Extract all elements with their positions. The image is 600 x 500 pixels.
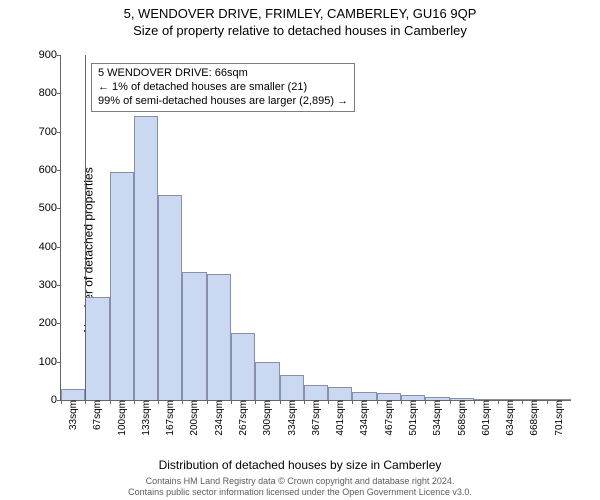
histogram-bar — [352, 392, 376, 400]
plot-area: 010020030040050060070080090033sqm67sqm10… — [60, 55, 571, 401]
x-tick-mark — [328, 400, 329, 404]
x-tick-label: 133sqm — [137, 400, 152, 436]
histogram-bar — [85, 297, 109, 401]
histogram-bar — [377, 393, 401, 400]
x-tick-label: 267sqm — [234, 400, 249, 436]
y-tick-mark — [57, 132, 61, 133]
annotation-box: 5 WENDOVER DRIVE: 66sqm← 1% of detached … — [91, 63, 355, 112]
y-tick-mark — [57, 208, 61, 209]
x-tick-label: 401sqm — [331, 400, 346, 436]
y-tick-mark — [57, 285, 61, 286]
histogram-bar — [182, 272, 206, 400]
x-tick-mark — [255, 400, 256, 404]
x-tick-label: 668sqm — [525, 400, 540, 436]
x-tick-mark — [377, 400, 378, 404]
marker-line — [85, 55, 86, 400]
x-tick-label: 568sqm — [453, 400, 468, 436]
histogram-bar — [110, 172, 134, 400]
x-tick-label: 634sqm — [501, 400, 516, 436]
x-tick-label: 167sqm — [161, 400, 176, 436]
x-tick-mark — [304, 400, 305, 404]
x-tick-mark — [231, 400, 232, 404]
x-tick-mark — [85, 400, 86, 404]
x-tick-label: 534sqm — [428, 400, 443, 436]
x-tick-label: 300sqm — [258, 400, 273, 436]
annotation-line: 5 WENDOVER DRIVE: 66sqm — [98, 67, 348, 81]
x-tick-label: 67sqm — [88, 400, 103, 430]
x-tick-label: 334sqm — [283, 400, 298, 436]
y-tick-label: 500 — [27, 202, 61, 214]
x-tick-mark — [110, 400, 111, 404]
x-tick-label: 33sqm — [64, 400, 79, 430]
y-tick-mark — [57, 362, 61, 363]
x-tick-label: 234sqm — [210, 400, 225, 436]
histogram-bar — [328, 387, 352, 400]
histogram-bar — [304, 385, 328, 400]
chart-subtitle: Size of property relative to detached ho… — [0, 21, 600, 38]
histogram-bar — [255, 362, 279, 400]
y-tick-label: 200 — [27, 317, 61, 329]
x-tick-mark — [425, 400, 426, 404]
x-tick-mark — [61, 400, 62, 404]
x-axis-label: Distribution of detached houses by size … — [0, 458, 600, 472]
x-tick-mark — [498, 400, 499, 404]
x-tick-mark — [207, 400, 208, 404]
histogram-bar — [158, 195, 182, 400]
y-tick-label: 600 — [27, 164, 61, 176]
y-tick-label: 0 — [27, 394, 61, 406]
x-tick-label: 601sqm — [477, 400, 492, 436]
y-tick-mark — [57, 247, 61, 248]
x-tick-mark — [522, 400, 523, 404]
y-tick-mark — [57, 170, 61, 171]
x-tick-label: 100sqm — [113, 400, 128, 436]
y-tick-label: 100 — [27, 356, 61, 368]
x-tick-label: 701sqm — [550, 400, 565, 436]
y-tick-mark — [57, 93, 61, 94]
chart-container: 5, WENDOVER DRIVE, FRIMLEY, CAMBERLEY, G… — [0, 0, 600, 500]
y-tick-label: 700 — [27, 126, 61, 138]
x-tick-label: 501sqm — [404, 400, 419, 436]
x-tick-mark — [134, 400, 135, 404]
histogram-bar — [134, 116, 158, 400]
x-tick-mark — [158, 400, 159, 404]
x-tick-mark — [401, 400, 402, 404]
x-tick-label: 467sqm — [380, 400, 395, 436]
chart-title: 5, WENDOVER DRIVE, FRIMLEY, CAMBERLEY, G… — [0, 0, 600, 21]
y-tick-label: 300 — [27, 279, 61, 291]
y-tick-mark — [57, 55, 61, 56]
x-tick-mark — [450, 400, 451, 404]
x-tick-label: 367sqm — [307, 400, 322, 436]
x-tick-mark — [182, 400, 183, 404]
histogram-bar — [207, 274, 231, 401]
x-tick-mark — [352, 400, 353, 404]
histogram-bar — [280, 375, 304, 400]
y-tick-label: 900 — [27, 49, 61, 61]
footer-line: Contains HM Land Registry data © Crown c… — [0, 476, 600, 487]
x-tick-label: 200sqm — [185, 400, 200, 436]
annotation-line: 99% of semi-detached houses are larger (… — [98, 95, 348, 109]
x-tick-mark — [280, 400, 281, 404]
x-tick-mark — [547, 400, 548, 404]
y-tick-label: 800 — [27, 87, 61, 99]
footer-line: Contains public sector information licen… — [0, 487, 600, 498]
y-tick-label: 400 — [27, 241, 61, 253]
footer-attribution: Contains HM Land Registry data © Crown c… — [0, 476, 600, 498]
histogram-bar — [231, 333, 255, 400]
y-tick-mark — [57, 323, 61, 324]
histogram-bar — [61, 389, 85, 401]
x-tick-label: 434sqm — [355, 400, 370, 436]
annotation-line: ← 1% of detached houses are smaller (21) — [98, 81, 348, 95]
x-tick-mark — [474, 400, 475, 404]
